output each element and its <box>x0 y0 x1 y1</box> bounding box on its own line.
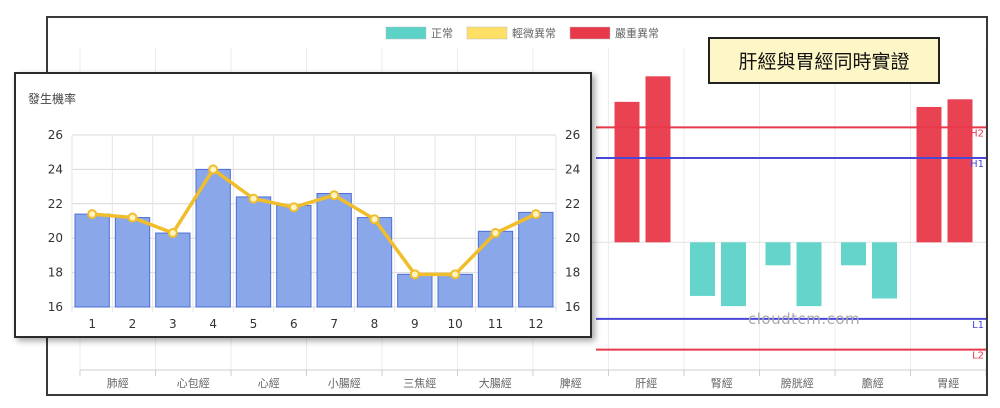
meridian-bar <box>796 242 822 307</box>
meridian-bar <box>947 99 973 243</box>
y-tick-label-left: 20 <box>48 231 63 245</box>
legend-swatch <box>466 26 508 40</box>
x-tick-label: 10 <box>448 317 463 331</box>
x-tick-label: 肺經 <box>107 376 129 390</box>
x-tick-label: 12 <box>528 317 543 331</box>
x-tick-label: 5 <box>250 317 258 331</box>
occurrence-point <box>409 269 420 280</box>
reference-line-label: L2 <box>972 351 984 362</box>
legend-swatch <box>569 26 611 40</box>
occurrence-point <box>450 269 461 280</box>
y-tick-label-right: 16 <box>565 300 580 314</box>
x-tick-label: 胃經 <box>937 376 959 390</box>
reference-line-label: H1 <box>970 159 984 170</box>
y-tick-label-right: 22 <box>565 197 580 211</box>
y-axis-title: 發生機率 <box>28 91 76 106</box>
meridian-bar <box>841 242 866 266</box>
y-tick-label-left: 22 <box>48 197 63 211</box>
occurrence-bar <box>114 217 151 308</box>
occurrence-point <box>248 193 259 204</box>
x-tick-label: 肝經 <box>635 376 657 390</box>
callout-text: 肝經與胃經同時實證 <box>738 51 910 73</box>
x-tick-label: 大腸經 <box>479 376 512 390</box>
occurrence-bar <box>235 196 272 308</box>
legend-item: 輕微異常 <box>466 26 556 40</box>
legend-item: 正常 <box>385 26 453 40</box>
legend-label: 嚴重異常 <box>615 26 659 40</box>
legend-label: 輕微異常 <box>512 26 556 40</box>
legend-item: 嚴重異常 <box>569 26 659 40</box>
occurrence-bar <box>316 192 352 308</box>
occurrence-point <box>208 164 219 175</box>
y-tick-label-right: 24 <box>565 162 580 176</box>
x-tick-label: 2 <box>129 317 137 331</box>
reference-line-label: H2 <box>970 128 984 139</box>
y-tick-label-left: 26 <box>48 128 63 142</box>
x-tick-label: 6 <box>290 317 298 331</box>
x-tick-label: 三焦經 <box>403 376 436 390</box>
x-tick-label: 心經 <box>258 376 280 390</box>
meridian-bar <box>872 242 897 299</box>
meridian-bar <box>645 76 671 243</box>
occurrence-point <box>490 228 501 239</box>
occurrence-bar <box>74 213 110 308</box>
x-tick-label: 11 <box>488 317 503 331</box>
occurrence-point <box>329 190 340 201</box>
occurrence-bar <box>195 168 231 308</box>
x-tick-label: 膀胱經 <box>781 376 814 390</box>
x-tick-label: 3 <box>169 317 177 331</box>
occurrence-point <box>167 228 178 239</box>
occurrence-bar <box>356 217 393 308</box>
meridian-bar <box>614 101 640 243</box>
occurrence-bar <box>477 230 514 308</box>
x-tick-label: 膽經 <box>862 376 884 390</box>
occurrence-point <box>369 214 380 225</box>
occurrence-point <box>288 202 299 213</box>
legend-label: 正常 <box>431 27 453 40</box>
occurrence-bar <box>276 205 312 308</box>
callout-box: 肝經與胃經同時實證 <box>708 37 940 84</box>
x-tick-label: 1 <box>88 317 96 331</box>
meridian-bar <box>916 106 942 243</box>
occurrence-point <box>530 209 541 220</box>
occurrence-bar <box>397 273 433 308</box>
y-tick-label-left: 18 <box>48 266 63 280</box>
occurrence-point <box>87 209 98 220</box>
occurrence-point <box>127 212 138 223</box>
y-tick-label-right: 18 <box>565 266 580 280</box>
x-tick-label: 腎經 <box>711 376 733 390</box>
legend-swatch <box>385 26 427 40</box>
occurrence-bar <box>518 211 554 308</box>
meridian-bar <box>721 242 746 307</box>
x-tick-label: 7 <box>330 317 338 331</box>
occurrence-bar <box>155 232 191 308</box>
x-tick-label: 心包經 <box>177 376 210 390</box>
occurrence-chart-panel: 發生機率 16 16 18 18 20 20 22 22 24 24 26 26 1 2 3 4 5 6 7 8 9 10 1… <box>14 72 592 338</box>
x-tick-label: 9 <box>411 317 419 331</box>
x-tick-label: 小腸經 <box>328 376 361 390</box>
meridian-bar <box>765 242 791 266</box>
meridian-bar <box>690 242 715 296</box>
y-tick-label-right: 26 <box>565 128 580 142</box>
y-tick-label-right: 20 <box>565 231 580 245</box>
x-tick-label: 4 <box>209 317 217 331</box>
watermark: cloudtcm.com <box>748 310 861 328</box>
occurrence-line <box>92 167 537 277</box>
y-tick-label-left: 24 <box>48 162 63 176</box>
y-tick-label-left: 16 <box>48 300 63 314</box>
x-tick-label: 脾經 <box>560 376 582 390</box>
reference-line-label: L1 <box>972 320 984 331</box>
x-tick-label: 8 <box>371 317 379 331</box>
